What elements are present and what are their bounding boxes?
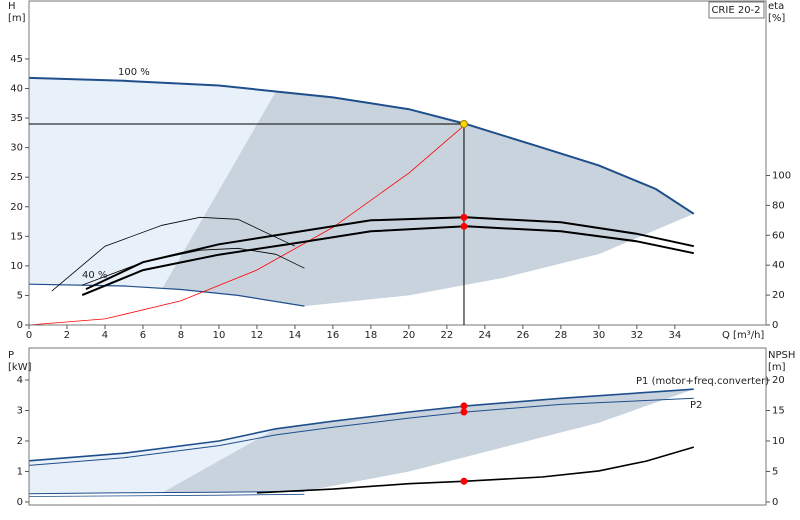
x-tick-label: 32 [630,330,643,341]
curve [82,247,305,286]
curve [256,446,695,494]
x-tick-label: 10 [213,330,226,341]
y-axis-label: P [8,350,14,361]
duty-marker [460,402,468,410]
curve [28,76,695,215]
x-tick-label: 8 [178,330,184,341]
y2-tick-label: 20 [772,290,785,301]
y2-tick-label: 0 [772,497,778,508]
y2-tick-label: 20 [772,375,785,386]
x-tick-label: 12 [251,330,264,341]
y-tick-label: 3 [17,405,23,416]
y-tick-label: 10 [10,261,23,272]
x-tick-label: 2 [64,330,70,341]
curve-annotation: 40 % [82,270,107,281]
x-tick-label: 20 [403,330,416,341]
y-tick-label: 30 [10,143,23,154]
curve [28,388,694,462]
duty-marker [460,477,468,485]
x-tick-label: 16 [327,330,340,341]
plot-frame [28,347,767,506]
y-axis-label: [m] [8,13,26,24]
x-tick-label: 30 [592,330,605,341]
operating-area [162,389,694,493]
curve [85,216,695,291]
x-tick-label: 34 [668,330,681,341]
y-tick-label: 40 [10,84,23,95]
y-axis-label: [kW] [8,362,32,373]
y2-axis-label: eta [768,1,784,12]
x-tick-label: 6 [140,330,146,341]
x-axis-label: Q [m³/h] [722,330,764,341]
x-tick-label: 14 [289,330,302,341]
y-tick-label: 0 [17,320,23,331]
y2-tick-label: 80 [772,200,785,211]
x-tick-label: 0 [26,330,32,341]
duty-marker [460,408,468,416]
operating-area [29,77,276,289]
y2-axis-label: [m] [768,362,786,373]
curve [81,225,695,297]
x-tick-label: 4 [102,330,108,341]
operating-area [29,428,276,494]
y2-tick-label: 5 [772,466,778,477]
curve [51,216,296,292]
x-tick-label: 26 [516,330,529,341]
y2-tick-label: 60 [772,230,785,241]
y-axis-label: H [8,1,16,12]
x-tick-label: 24 [479,330,492,341]
title-box [708,1,765,19]
duty-point [459,119,468,128]
series-label: P2 [690,400,702,411]
y-tick-label: 45 [10,54,23,65]
curve-annotation: 100 % [118,67,150,78]
y-tick-label: 5 [17,290,23,301]
y2-axis-label: [%] [768,13,785,24]
y2-tick-label: 10 [772,436,785,447]
y-tick-label: 1 [17,466,23,477]
curve [28,493,305,497]
series-label: P1 (motor+freq.converter) [636,376,769,387]
chart-title: CRIE 20-2 [711,5,760,16]
x-tick-label: 28 [554,330,567,341]
y-tick-label: 15 [10,231,23,242]
y-tick-label: 20 [10,202,23,213]
y-tick-label: 2 [17,436,23,447]
x-tick-label: 22 [441,330,454,341]
y2-tick-label: 100 [772,170,791,181]
y2-axis-label: NPSH [768,350,795,361]
y-tick-label: 35 [10,113,23,124]
plot-frame [28,0,767,326]
curve [28,490,305,495]
operating-area [162,91,694,307]
y2-tick-label: 0 [772,320,778,331]
x-tick-label: 18 [365,330,378,341]
y2-tick-label: 15 [772,405,785,416]
y-tick-label: 0 [17,497,23,508]
curve [28,397,694,466]
curve [28,123,467,326]
duty-marker [460,222,468,230]
y-tick-label: 4 [17,375,23,386]
duty-marker [460,213,468,221]
y2-tick-label: 40 [772,260,785,271]
y-tick-label: 25 [10,172,23,183]
